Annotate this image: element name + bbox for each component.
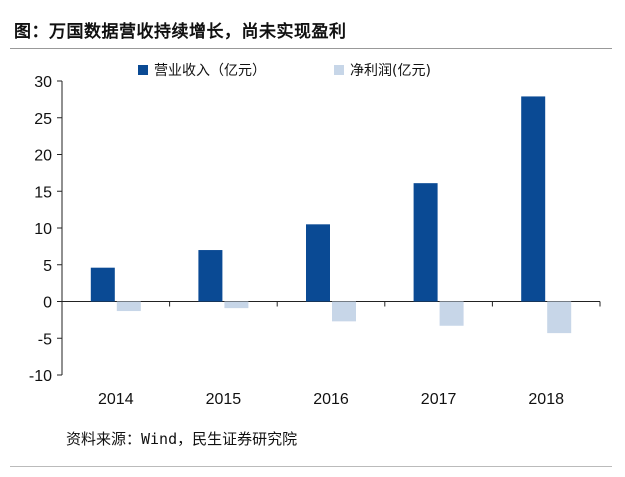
y-tick-label: 10 [34,221,52,238]
x-tick-label: 2018 [528,391,564,408]
y-tick-label: -5 [38,331,52,348]
source-divider [10,466,612,467]
bar-revenue-2018 [521,96,546,302]
y-tick-label: 5 [43,258,52,275]
y-tick-label: 25 [34,111,52,128]
bar-profit-2016 [332,301,356,322]
x-tick-label: 2014 [98,391,134,408]
y-tick-label: 0 [43,295,52,312]
legend-item-revenue: 营业收入（亿元） [138,60,266,80]
bar-profit-2018 [547,301,572,334]
bar-profit-2017 [439,301,464,326]
bar-revenue-2015 [198,250,223,302]
legend-swatch-revenue [138,65,148,75]
figure-title: 图：万国数据营收持续增长，尚未实现盈利 [14,22,347,42]
legend-label-revenue: 营业收入（亿元） [154,63,266,79]
y-tick-label: -10 [29,368,52,385]
y-tick-label: 20 [34,148,52,165]
bar-revenue-2014 [90,267,115,302]
bar-profit-2014 [116,301,141,312]
source-note: 资料来源：Wind，民生证券研究院 [66,430,298,448]
title-divider [10,48,612,49]
legend-swatch-profit [334,65,344,75]
bar-profit-2015 [224,301,249,309]
legend-item-profit: 净利润(亿元) [334,60,431,80]
bar-revenue-2017 [413,183,438,302]
x-tick-label: 2017 [421,391,457,408]
bar-revenue-2016 [306,224,330,302]
y-tick-label: 15 [34,184,52,201]
legend-label-profit: 净利润(亿元) [350,63,431,79]
y-tick-label: 30 [34,74,52,91]
x-tick-label: 2015 [206,391,242,408]
x-tick-label: 2016 [313,391,349,408]
